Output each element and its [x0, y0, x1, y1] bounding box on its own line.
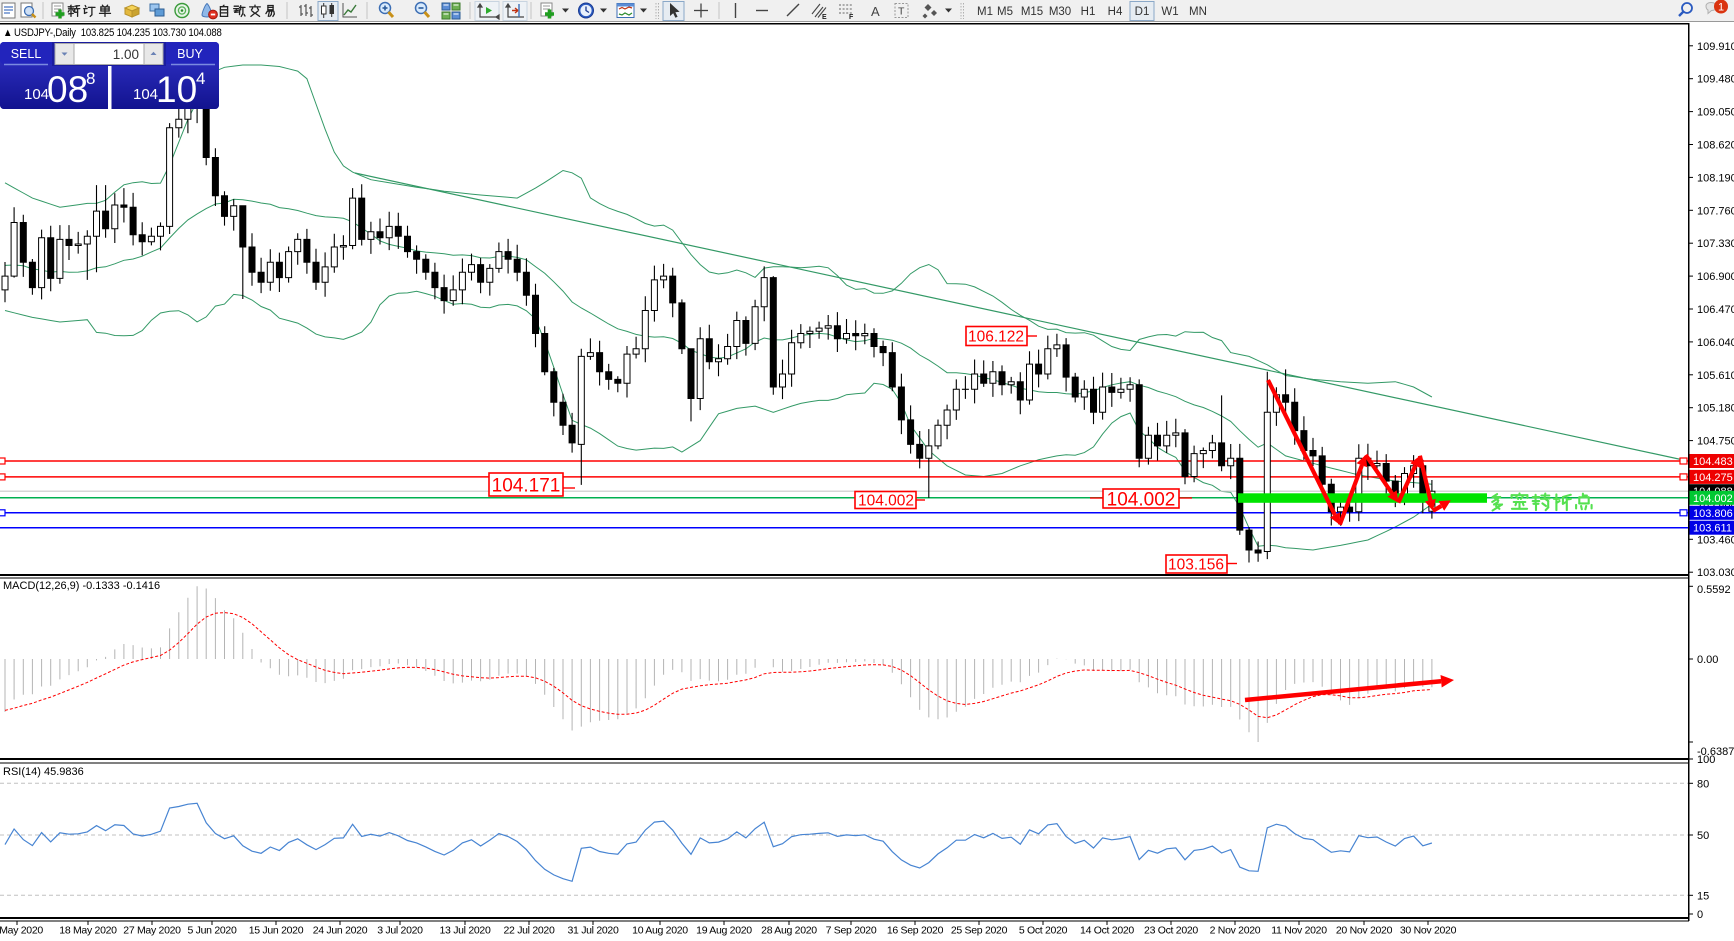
- svg-text:109.910: 109.910: [1697, 41, 1734, 53]
- svg-text:24 Jun 2020: 24 Jun 2020: [313, 925, 368, 937]
- svg-text:107.330: 107.330: [1697, 238, 1734, 250]
- svg-text:104.275: 104.275: [1693, 472, 1733, 484]
- svg-text:30 Nov 2020: 30 Nov 2020: [1400, 925, 1457, 937]
- svg-text:106.122: 106.122: [968, 329, 1024, 346]
- svg-text:5 Jun 2020: 5 Jun 2020: [188, 925, 237, 937]
- svg-text:19 Aug 2020: 19 Aug 2020: [696, 925, 752, 937]
- svg-text:8: 8: [86, 69, 95, 88]
- svg-text:108.190: 108.190: [1697, 172, 1734, 184]
- svg-text:106.900: 106.900: [1697, 271, 1734, 283]
- svg-text:M5: M5: [997, 6, 1013, 18]
- svg-text:SELL: SELL: [11, 47, 42, 61]
- svg-text:18 May 2020: 18 May 2020: [59, 925, 117, 937]
- svg-text:105.180: 105.180: [1697, 403, 1734, 415]
- svg-text:MACD(12,26,9) -0.1333 -0.1416: MACD(12,26,9) -0.1333 -0.1416: [3, 580, 160, 592]
- svg-text:A: A: [871, 4, 880, 19]
- svg-text:104: 104: [133, 86, 158, 103]
- svg-text:106.040: 106.040: [1697, 337, 1734, 349]
- svg-text:103.460: 103.460: [1697, 534, 1734, 546]
- svg-text:14 Oct 2020: 14 Oct 2020: [1080, 925, 1134, 937]
- svg-text:28 Aug 2020: 28 Aug 2020: [761, 925, 817, 937]
- svg-text:7 Sep 2020: 7 Sep 2020: [826, 925, 877, 937]
- svg-text:10: 10: [156, 69, 197, 109]
- svg-text:109.480: 109.480: [1697, 74, 1734, 86]
- svg-text:1.00: 1.00: [113, 47, 139, 62]
- svg-text:M30: M30: [1049, 6, 1071, 18]
- svg-text:103.030: 103.030: [1697, 567, 1734, 579]
- svg-text:104.750: 104.750: [1697, 436, 1734, 448]
- svg-text:104.002: 104.002: [1693, 493, 1733, 505]
- svg-text:5 Oct 2020: 5 Oct 2020: [1019, 925, 1068, 937]
- svg-text:16 Sep 2020: 16 Sep 2020: [887, 925, 944, 937]
- svg-text:11 Nov 2020: 11 Nov 2020: [1271, 925, 1327, 937]
- svg-text:4: 4: [196, 69, 205, 88]
- svg-text:25 Sep 2020: 25 Sep 2020: [951, 925, 1008, 937]
- svg-text:1: 1: [1718, 2, 1724, 14]
- svg-text:104.483: 104.483: [1693, 456, 1733, 468]
- svg-text:0.00: 0.00: [1697, 654, 1718, 666]
- svg-text:100: 100: [1697, 754, 1715, 766]
- svg-text:104.002: 104.002: [858, 493, 914, 510]
- svg-text:13 Jul 2020: 13 Jul 2020: [440, 925, 491, 937]
- svg-text:H4: H4: [1108, 6, 1123, 18]
- svg-text:103.806: 103.806: [1693, 508, 1733, 520]
- svg-text:08: 08: [47, 69, 88, 109]
- svg-text:103.611: 103.611: [1693, 523, 1732, 535]
- svg-text:15 Jun 2020: 15 Jun 2020: [249, 925, 304, 937]
- svg-text:104: 104: [24, 86, 49, 103]
- svg-text:27 May 2020: 27 May 2020: [123, 925, 181, 937]
- svg-text:3 Jul 2020: 3 Jul 2020: [377, 925, 423, 937]
- svg-text:107.760: 107.760: [1697, 205, 1734, 217]
- svg-text:106.470: 106.470: [1697, 304, 1734, 316]
- svg-text:108.620: 108.620: [1697, 140, 1734, 152]
- svg-text:-0.6387: -0.6387: [1697, 746, 1734, 758]
- svg-text:109.050: 109.050: [1697, 107, 1734, 119]
- svg-text:50: 50: [1697, 830, 1709, 842]
- svg-text:104.002: 104.002: [1107, 489, 1176, 510]
- svg-text:15: 15: [1697, 890, 1709, 902]
- svg-text:BUY: BUY: [177, 47, 203, 61]
- svg-text:105.610: 105.610: [1697, 370, 1734, 382]
- svg-text:D1: D1: [1135, 6, 1150, 18]
- svg-text:W1: W1: [1161, 6, 1178, 18]
- svg-text:F: F: [849, 14, 854, 21]
- svg-text:E: E: [822, 14, 827, 21]
- svg-text:M15: M15: [1021, 6, 1043, 18]
- svg-text:H1: H1: [1081, 6, 1096, 18]
- svg-text:80: 80: [1697, 778, 1709, 790]
- svg-text:23 Oct 2020: 23 Oct 2020: [1144, 925, 1198, 937]
- svg-text:0: 0: [1697, 909, 1703, 921]
- svg-text:MN: MN: [1189, 6, 1207, 18]
- svg-text:2 Nov 2020: 2 Nov 2020: [1210, 925, 1261, 937]
- svg-text:31 Jul 2020: 31 Jul 2020: [568, 925, 619, 937]
- svg-text:RSI(14) 45.9836: RSI(14) 45.9836: [3, 766, 84, 778]
- svg-text:22 Jul 2020: 22 Jul 2020: [504, 925, 555, 937]
- svg-text:8 May 2020: 8 May 2020: [0, 925, 43, 937]
- svg-text:10 Aug 2020: 10 Aug 2020: [632, 925, 688, 937]
- svg-text:T: T: [898, 6, 905, 18]
- svg-text:103.156: 103.156: [1168, 557, 1224, 574]
- svg-text:0.5592: 0.5592: [1697, 584, 1731, 596]
- svg-text:104.171: 104.171: [492, 475, 561, 496]
- svg-text:20 Nov 2020: 20 Nov 2020: [1336, 925, 1393, 937]
- svg-text:M1: M1: [977, 6, 993, 18]
